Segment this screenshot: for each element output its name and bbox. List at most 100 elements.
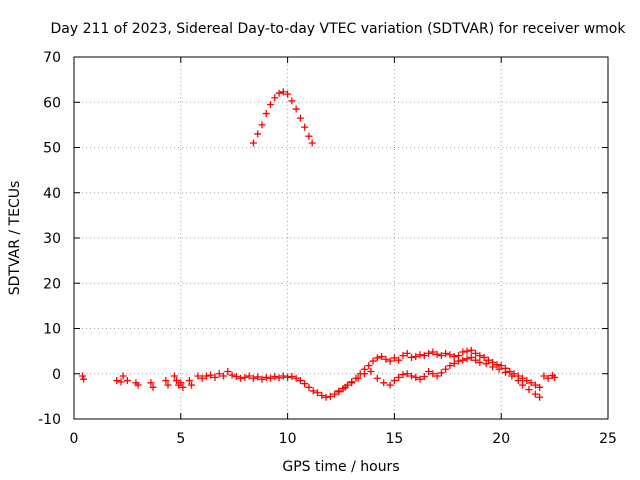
data-point	[476, 352, 484, 360]
data-point	[450, 359, 458, 367]
data-point	[472, 349, 480, 357]
data-point	[525, 386, 533, 394]
data-point	[508, 372, 516, 380]
data-point	[224, 367, 232, 375]
data-point	[318, 391, 326, 399]
y-axis-label: SDTVAR / TECUs	[7, 181, 23, 296]
data-point	[463, 347, 471, 355]
data-point	[390, 377, 398, 385]
data-point	[369, 357, 377, 365]
data-point	[442, 349, 450, 357]
data-point	[220, 372, 228, 380]
data-point	[425, 349, 433, 357]
data-point	[187, 381, 195, 389]
data-point	[331, 390, 339, 398]
data-point	[407, 353, 415, 361]
data-layer	[79, 88, 559, 401]
y-tick-label: 60	[43, 95, 61, 111]
data-point	[292, 105, 300, 113]
data-point	[395, 356, 403, 364]
data-point	[497, 362, 505, 370]
data-point	[162, 377, 170, 385]
data-point	[480, 353, 488, 361]
data-point	[378, 353, 386, 361]
y-tick-label: 30	[43, 231, 61, 247]
data-point	[267, 374, 275, 382]
data-point	[341, 383, 349, 391]
y-tick-label: 40	[43, 186, 61, 202]
data-point	[275, 374, 283, 382]
data-point	[551, 373, 559, 381]
data-point	[523, 377, 531, 385]
data-point	[382, 355, 390, 363]
data-point	[170, 372, 178, 380]
data-point	[284, 90, 292, 98]
data-point	[335, 387, 343, 395]
data-point	[454, 357, 462, 365]
data-point	[296, 377, 304, 385]
data-point	[459, 348, 467, 356]
x-tick-label: 5	[176, 431, 185, 447]
data-point	[314, 389, 322, 397]
data-point	[514, 377, 522, 385]
data-point	[540, 372, 548, 380]
data-point	[489, 363, 497, 371]
data-point	[117, 378, 125, 386]
data-point	[215, 370, 223, 378]
data-point	[463, 355, 471, 363]
plot-border	[73, 56, 609, 420]
data-point	[527, 379, 535, 387]
data-point	[495, 365, 503, 373]
data-point	[484, 356, 492, 364]
data-point	[544, 374, 552, 382]
y-tick-label: 10	[43, 322, 61, 338]
data-point	[493, 361, 501, 369]
data-point	[271, 372, 279, 380]
x-tick-label: 15	[385, 431, 403, 447]
data-point	[288, 97, 296, 105]
data-point	[399, 371, 407, 379]
data-point	[147, 379, 155, 387]
data-point	[202, 372, 210, 380]
data-point	[249, 139, 257, 147]
data-point	[275, 89, 283, 97]
data-point	[437, 369, 445, 377]
data-point	[482, 360, 490, 368]
data-point	[232, 372, 240, 380]
data-point	[267, 101, 275, 109]
data-point	[403, 349, 411, 357]
data-point	[420, 352, 428, 360]
data-point	[326, 392, 334, 400]
data-point	[262, 373, 270, 381]
data-point	[442, 365, 450, 373]
data-point	[459, 356, 467, 364]
data-point	[309, 387, 317, 395]
data-point	[467, 346, 475, 354]
x-tick-label: 10	[279, 431, 297, 447]
data-point	[308, 139, 316, 147]
data-point	[519, 381, 527, 389]
data-point	[254, 130, 262, 138]
x-tick-label: 0	[70, 431, 79, 447]
data-point	[519, 374, 527, 382]
data-point	[292, 374, 300, 382]
data-point	[211, 373, 219, 381]
data-point	[113, 377, 121, 385]
data-point	[365, 362, 373, 370]
x-axis-label: GPS time / hours	[282, 459, 399, 475]
data-point	[354, 374, 362, 382]
tick-layer: 0 5 10 15 20 25 -10 0 10 20 30 40 50 60 70	[38, 50, 617, 447]
data-point	[134, 381, 142, 389]
data-point	[296, 114, 304, 122]
x-tick-label: 25	[599, 431, 617, 447]
data-point	[149, 383, 157, 391]
data-point	[119, 372, 127, 380]
data-point	[467, 353, 475, 361]
data-point	[179, 383, 187, 391]
data-point	[305, 383, 313, 391]
data-point	[420, 372, 428, 380]
data-point	[450, 353, 458, 361]
data-point	[123, 377, 131, 385]
data-point	[279, 88, 287, 96]
data-point	[348, 379, 356, 387]
